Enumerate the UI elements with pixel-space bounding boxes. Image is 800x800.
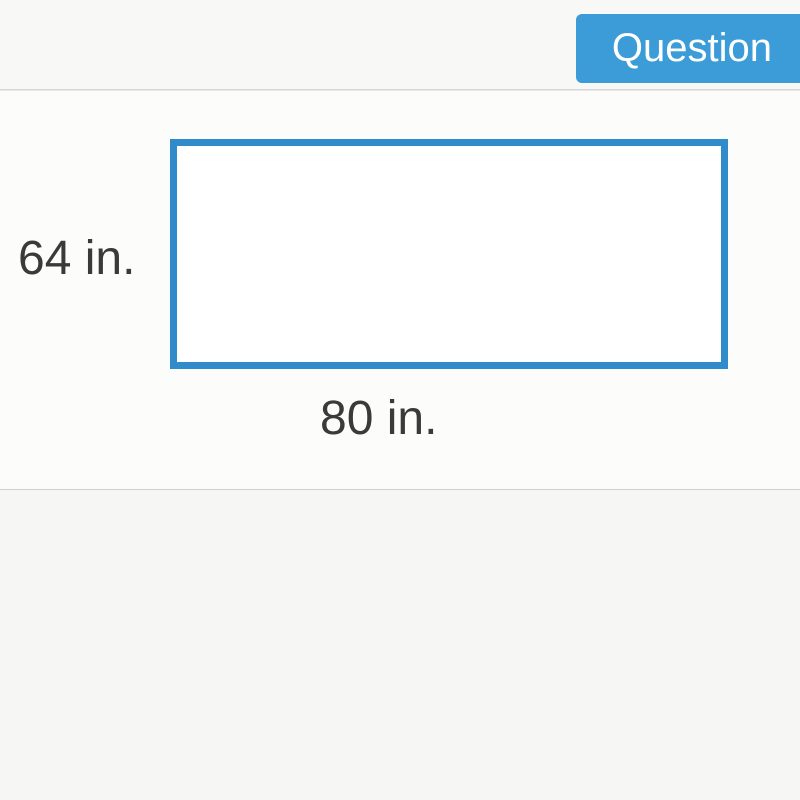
question-button[interactable]: Question — [576, 14, 800, 83]
width-label: 80 in. — [320, 391, 437, 446]
diagram-panel: 64 in. 80 in. — [0, 90, 800, 490]
header-bar: Question — [0, 0, 800, 90]
lower-panel — [0, 490, 800, 800]
height-label: 64 in. — [18, 231, 135, 286]
diagram-area: 64 in. 80 in. — [0, 91, 800, 489]
rectangle-shape — [170, 139, 728, 369]
